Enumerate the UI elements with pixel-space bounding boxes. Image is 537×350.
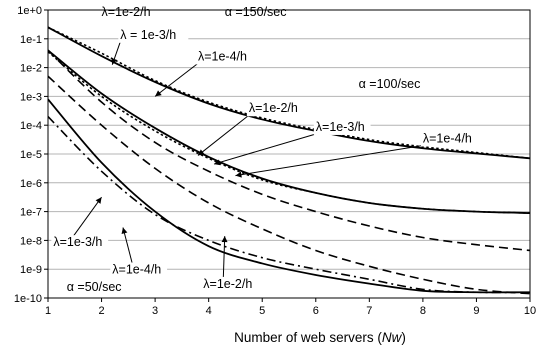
annotation-arrowhead	[95, 197, 102, 204]
annotations: λ=1e-2/h α =150/sec λ = 1e-3/h λ=1e-4/h α =1…	[51, 4, 478, 295]
annotation-backdrop	[420, 131, 478, 147]
x-tick-label: 1	[45, 305, 51, 317]
annotation-label: α =50/sec	[67, 280, 122, 294]
y-tick-label: 1e-7	[20, 207, 42, 219]
annotation-label: α =100/sec	[359, 77, 421, 91]
x-tick-label: 10	[524, 305, 536, 317]
annotation-backdrop	[51, 235, 109, 251]
grid-lines	[44, 9, 531, 302]
annotation-backdrop	[99, 4, 157, 20]
annotation-label: λ = 1e-3/h	[120, 28, 176, 42]
annotation-label: λ=1e-2/h	[203, 277, 252, 291]
y-tick-label: 1e-1	[20, 34, 42, 46]
annotation-backdrop	[195, 49, 253, 65]
annotation-arrow	[222, 236, 226, 278]
x-tick-label: 3	[152, 305, 158, 317]
annotation-backdrop	[118, 27, 189, 43]
annotation-label: λ=1e-3/h	[316, 120, 365, 134]
x-tick-label: 7	[366, 305, 372, 317]
y-tick-label: 1e-9	[20, 264, 42, 276]
y-tick-label: 1e-5	[20, 149, 42, 161]
y-tick-label: 1e-10	[14, 293, 42, 305]
series-line	[47, 49, 531, 252]
series-line	[47, 75, 531, 295]
series-line	[47, 26, 531, 160]
y-tick-label: 1e-8	[20, 235, 42, 247]
annotation-label: λ=1e-4/h	[198, 49, 247, 63]
x-tick-label: 2	[98, 305, 104, 317]
annotation-label: λ=1e-4/h	[423, 131, 472, 145]
annotation-arrow	[154, 63, 199, 97]
annotation-backdrop	[64, 279, 129, 295]
series-lines	[47, 26, 531, 295]
x-tick-label: 8	[420, 305, 426, 317]
annotation-arrowhead	[197, 149, 205, 156]
y-tick-label: 1e-4	[20, 120, 42, 132]
y-tick-label: 1e-3	[20, 91, 42, 103]
annotation-arrow	[197, 114, 250, 156]
annotation-arrow	[213, 133, 316, 165]
series-line	[47, 116, 531, 294]
x-tick-label: 6	[313, 305, 319, 317]
annotation-label: λ=1e-2/h	[102, 5, 151, 19]
annotation-backdrop	[313, 119, 371, 135]
annotation-label: λ=1e-4/h	[112, 263, 161, 277]
annotation-arrow	[72, 196, 102, 237]
annotation-arrow	[235, 144, 423, 177]
annotation-backdrop	[356, 76, 427, 92]
y-tick-label: 1e-6	[20, 178, 42, 190]
annotation-arrowhead	[121, 227, 128, 234]
x-tick-labels: 1 2 3 4 5 6 7 8 9 10	[45, 305, 536, 317]
x-axis-label: Number of web servers (Nw)	[234, 330, 406, 345]
x-tick-label: 9	[473, 305, 479, 317]
annotation-label: λ=1e-2/h	[249, 101, 298, 115]
y-tick-label: 1e+0	[17, 5, 42, 17]
y-tick-label: 1e-2	[20, 63, 42, 75]
annotation-backdrop	[201, 276, 259, 292]
y-tick-labels: 1e-10 1e-9 1e-8 1e-7 1e-6 1e-5 1e-4 1e-3 1e-2 1e-…	[14, 5, 42, 305]
annotation-label: α =150/sec	[225, 5, 287, 19]
annotation-backdrop	[222, 4, 293, 20]
annotation-backdrop	[246, 101, 304, 117]
annotation-arrow	[122, 227, 133, 264]
plot-frame	[47, 9, 531, 299]
annotation-backdrop	[110, 262, 168, 278]
annotation-arrowhead	[221, 236, 228, 243]
annotation-label: λ=1e-3/h	[53, 235, 102, 249]
annotation-arrowhead	[111, 58, 118, 65]
x-tick-label: 4	[206, 305, 212, 317]
series-line	[47, 98, 531, 294]
annotation-arrowhead	[214, 159, 221, 166]
series-line	[47, 26, 531, 160]
annotation-arrowhead	[235, 171, 242, 178]
series-line	[47, 51, 531, 214]
annotation-arrowhead	[155, 90, 162, 97]
x-tick-label: 5	[259, 305, 265, 317]
